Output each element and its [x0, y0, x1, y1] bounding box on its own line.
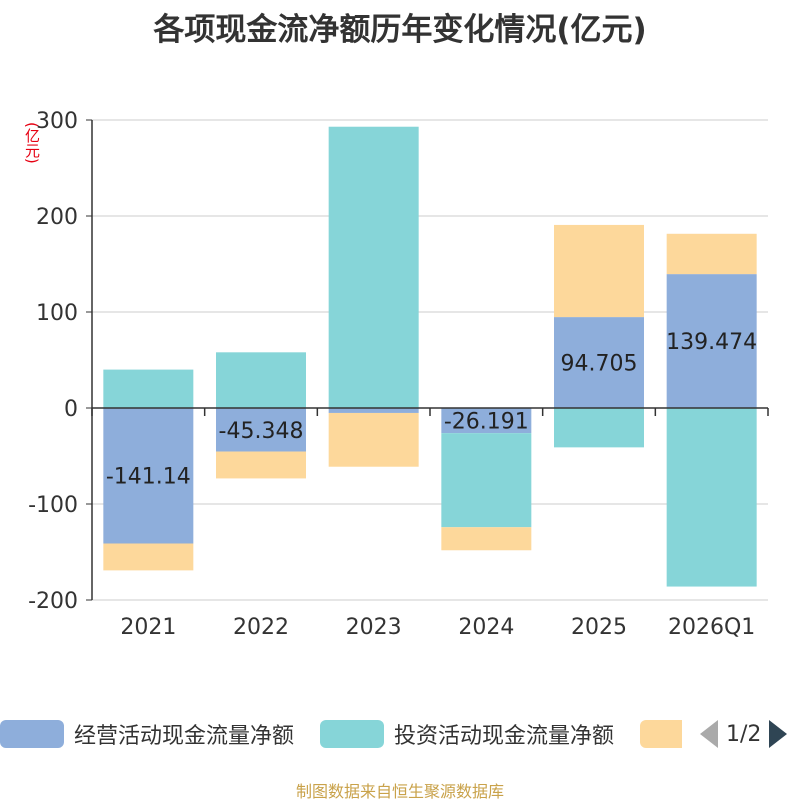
- bar-investing-2023: [328, 126, 419, 408]
- bar-financing-2026Q1: [666, 233, 757, 275]
- y-tick-label: -200: [28, 589, 78, 614]
- bar-operating-2023: [328, 408, 419, 413]
- data-label: 139.474: [666, 330, 757, 355]
- legend-label-operating: 经营活动现金流量净额: [74, 724, 295, 749]
- y-tick-label: 300: [36, 109, 78, 134]
- legend-item-investing[interactable]: 投资活动现金流量净额: [320, 716, 614, 752]
- y-tick-label: 100: [36, 301, 78, 326]
- bar-operating-2021: [103, 408, 194, 544]
- x-tick-label: 2023: [346, 615, 402, 640]
- legend-swatch-financing: [640, 720, 682, 748]
- bar-financing-2023: [328, 412, 419, 467]
- y-axis-unit: (亿元): [23, 122, 41, 164]
- chart-canvas: -200 -100 0 100 200 300 2021 2022 2023 2024 2025 20…: [28, 109, 769, 640]
- legend-page-indicator: 1/2: [726, 721, 762, 747]
- legend-swatch-operating: [0, 720, 64, 748]
- bar-financing-2021: [103, 543, 194, 571]
- data-label: 94.705: [561, 352, 638, 377]
- bar-financing-2022: [216, 451, 306, 479]
- x-tick-label: 2024: [458, 615, 514, 640]
- data-label: -45.348: [219, 419, 304, 444]
- x-tick-label: 2022: [233, 615, 289, 640]
- y-tick-label: -100: [28, 493, 78, 518]
- legend-swatch-investing: [320, 720, 384, 748]
- bar-financing-2024: [441, 527, 532, 551]
- data-label: -26.191: [444, 410, 529, 435]
- bar-operating-2026Q1: [666, 274, 757, 408]
- legend-label-investing: 投资活动现金流量净额: [394, 724, 615, 749]
- x-tick-label: 2025: [571, 615, 627, 640]
- y-tick-label: 0: [64, 397, 78, 422]
- chart-title: 各项现金流净额历年变化情况(亿元): [153, 12, 647, 48]
- x-tick-label: 2026Q1: [668, 615, 755, 640]
- y-tick-label: 200: [36, 205, 78, 230]
- data-source-note: 制图数据来自恒生聚源数据库: [295, 782, 504, 801]
- bar-investing-2025: [554, 408, 644, 448]
- bar-investing-2024: [441, 433, 532, 528]
- bar-investing-2022: [216, 352, 306, 408]
- bar-operating-2025: [554, 317, 644, 408]
- legend-pager: 1/2: [700, 720, 788, 748]
- legend-next-arrow-icon[interactable]: [769, 720, 788, 748]
- bar-operating-2024: [441, 408, 532, 434]
- legend-prev-arrow-icon[interactable]: [700, 720, 718, 748]
- bar-investing-2026Q1: [666, 408, 757, 587]
- bar-investing-2021: [103, 369, 194, 408]
- x-tick-label: 2021: [120, 615, 176, 640]
- legend-item-financing[interactable]: [640, 716, 682, 752]
- data-label: -141.14: [106, 465, 191, 490]
- legend-item-operating[interactable]: 经营活动现金流量净额: [0, 716, 294, 752]
- bar-operating-2022: [216, 408, 306, 452]
- legend: 经营活动现金流量净额 投资活动现金流量净额 1/2: [0, 716, 800, 756]
- bar-financing-2025: [554, 224, 644, 318]
